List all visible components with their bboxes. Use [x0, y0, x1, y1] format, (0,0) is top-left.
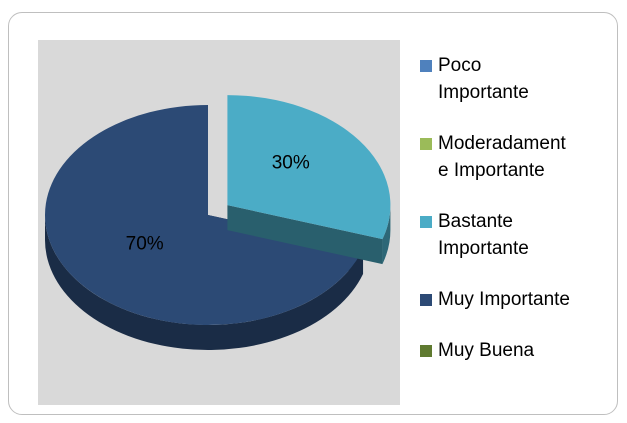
slice-side: [45, 215, 364, 350]
slice-side: [382, 205, 391, 265]
pie-slice: [227, 95, 391, 240]
legend-item: Muy Buena: [420, 337, 580, 364]
legend-label: Bastante Importante: [438, 211, 529, 259]
chart-frame: [8, 12, 618, 415]
legend-label: Muy Buena: [438, 340, 535, 361]
legend-swatch: [420, 216, 432, 228]
pie-slice: [44, 105, 364, 325]
legend-swatch: [420, 345, 432, 357]
legend-item: Poco Importante: [420, 52, 580, 106]
plot-area: 30% 70%: [38, 40, 400, 405]
legend-item: Moderadamente Importante: [420, 130, 580, 184]
slice-side: [227, 205, 383, 265]
legend-item: Bastante Importante: [420, 208, 580, 262]
data-label: 30%: [272, 153, 310, 174]
legend-label: Muy Importante: [438, 289, 570, 310]
legend-swatch: [420, 60, 432, 72]
legend-swatch: [420, 294, 432, 306]
legend-swatch: [420, 138, 432, 150]
legend-label: Poco Importante: [438, 55, 529, 103]
data-label: 70%: [126, 234, 164, 255]
legend: Poco Importante Moderadamente Importante B…: [420, 52, 580, 388]
legend-label: Moderadamente Importante: [438, 133, 566, 181]
legend-item: Muy Importante: [420, 286, 580, 313]
